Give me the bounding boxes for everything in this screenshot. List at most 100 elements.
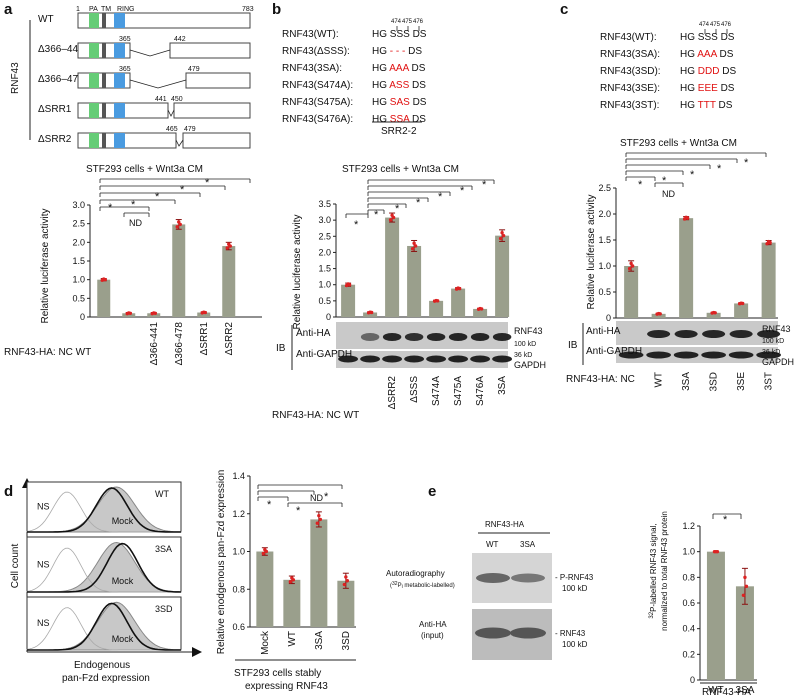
panel-label-d: d: [4, 483, 13, 500]
domain-tm: TM: [101, 6, 111, 13]
chart-y-label: Relative enodgenous pan-Fzd expression: [216, 470, 227, 655]
data-point: [368, 310, 372, 314]
data-point: [152, 311, 156, 315]
band: [510, 627, 546, 639]
num-1: 1: [76, 6, 80, 13]
seq-text: HG SSS DS: [680, 32, 735, 43]
seq-name: RNF43(3SD):: [600, 66, 661, 77]
band: [647, 330, 671, 338]
sample-histogram: [27, 542, 182, 593]
ring-domain: [114, 43, 125, 58]
x-tick-label: S476A: [475, 376, 486, 406]
seq-text: HG - - - DS: [372, 46, 422, 57]
rnf43-label: - RNF43: [555, 629, 586, 638]
data-point: [390, 213, 394, 217]
data-point: [656, 311, 661, 316]
histograms: WT NS Mock 3SA NS Mock 3SD NS Mock: [26, 481, 182, 651]
sig-label: *: [108, 202, 113, 214]
data-point: [501, 233, 506, 238]
y-tick-label: 0: [326, 312, 331, 322]
data-point: [410, 247, 415, 251]
ns-label: NS: [37, 559, 50, 569]
y-tick-label: 2.0: [598, 209, 611, 219]
data-point: [456, 286, 460, 290]
x-tick-label: WT: [654, 372, 665, 388]
y-tick-label: 1.0: [318, 280, 331, 290]
histogram-label: 3SD: [155, 604, 173, 614]
anti-ha-label: Anti-HA: [419, 620, 447, 629]
seq-text: HG EEE DS: [680, 83, 735, 94]
residue-number: 474: [391, 19, 402, 25]
tm-domain: [102, 13, 106, 28]
x-tick-label: ΔSSS: [409, 376, 420, 403]
band: [448, 355, 468, 363]
row-label: RNF43-HA: NC WT: [4, 347, 91, 358]
y-axis-label: Cell count: [10, 544, 21, 589]
domain-pa: PA: [89, 6, 98, 13]
seq-text: HG SSA DS: [372, 114, 426, 125]
y-tick-label: 1.5: [598, 235, 611, 245]
sig-label: *: [180, 184, 185, 196]
panel-a: a 1 783 PA TM RING RNF43 WT Δ366–441 365…: [4, 1, 262, 365]
bar: [624, 266, 639, 318]
construct-label: Δ366–441: [38, 44, 84, 55]
y-tick-label: 1.0: [682, 547, 695, 557]
deletion-line: [167, 109, 175, 117]
protein-bar: [182, 132, 251, 149]
band: [618, 351, 644, 359]
ib-label: IB: [276, 343, 286, 354]
band: [511, 573, 545, 583]
bar: [147, 313, 161, 317]
bar: [651, 313, 666, 318]
row-label: RNF43-HA: NC: [566, 374, 635, 385]
bar: [735, 586, 754, 680]
data-point: [627, 266, 632, 271]
srr-label: SRR2-2: [381, 126, 417, 137]
data-point: [178, 222, 182, 227]
data-point: [434, 298, 438, 303]
sig-label: ND: [129, 218, 142, 228]
ring-domain: [114, 13, 125, 28]
seq-name: RNF43(3ST):: [600, 100, 659, 111]
x-tick-label: 3SE: [736, 372, 747, 391]
data-point: [766, 239, 771, 244]
kd100-label: 100 kD: [562, 584, 588, 593]
band: [470, 355, 490, 363]
panel-label-a: a: [4, 1, 13, 18]
row-label: RNF43-HA: NC WT: [272, 410, 359, 421]
y-tick-label: 3.0: [72, 200, 85, 210]
seq-name: RNF43(S475A):: [282, 97, 353, 108]
band: [470, 333, 490, 341]
seq-text: HG AAA DS: [680, 49, 734, 60]
y-tick-label: 0: [690, 675, 695, 685]
x-tick-label: 3SA: [681, 372, 692, 391]
band: [426, 355, 446, 363]
residue-number: 476: [413, 19, 424, 25]
anti-ha-label: Anti-HA: [586, 326, 621, 337]
bar: [197, 312, 211, 317]
y-tick-label: 1.2: [682, 521, 695, 531]
chart-title: STF293 cells + Wnt3a CM: [620, 138, 737, 149]
significance-brackets: * * ND * * *: [625, 152, 767, 199]
num: 479: [188, 66, 200, 73]
bar: [761, 242, 776, 318]
band: [728, 351, 754, 359]
panel-label-c: c: [560, 1, 568, 18]
deletion-line: [129, 49, 171, 57]
sig-label: *: [374, 209, 379, 221]
sig-label: *: [354, 219, 359, 231]
y-tick-label: 2.5: [598, 183, 611, 193]
x-tick-label: S474A: [431, 376, 442, 406]
y-axis-label: Relative luciferase activity: [40, 208, 51, 323]
anti-gapdh-label: Anti-GAPDH: [296, 349, 352, 360]
band: [476, 573, 510, 583]
y-axis-label: Relative luciferase activity: [292, 214, 303, 329]
data-point: [315, 521, 320, 525]
panel-label-e: e: [428, 483, 436, 500]
band: [360, 355, 380, 363]
tm-domain: [102, 73, 106, 88]
x-tick-label: Mock: [260, 630, 271, 655]
ns-histogram: [26, 607, 181, 651]
band: [701, 351, 726, 359]
significance-brackets: * * * * * * *: [345, 179, 495, 231]
